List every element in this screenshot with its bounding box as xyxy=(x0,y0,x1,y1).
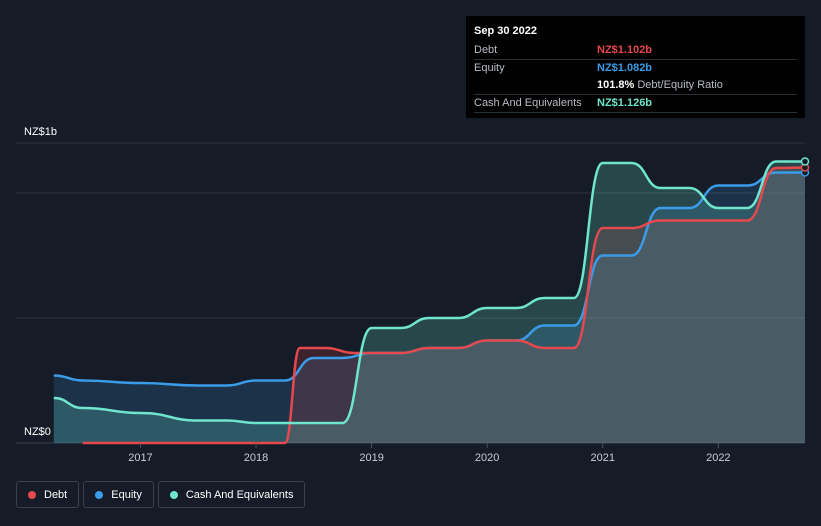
tick-label-2021: 2021 xyxy=(591,452,615,464)
series-end-markers xyxy=(800,157,810,177)
legend-item-debt[interactable]: Debt xyxy=(16,481,80,508)
tick-label-2022: 2022 xyxy=(706,452,730,464)
tooltip-row-cash: Cash And Equivalents NZ$1.126b xyxy=(474,94,797,113)
tick-label-2020: 2020 xyxy=(475,452,499,464)
y-axis-labels: NZ$1b NZ$0 xyxy=(24,126,57,438)
tooltip-value-ratio: 101.8% xyxy=(597,79,635,91)
y-label-bottom: NZ$0 xyxy=(24,426,51,438)
legend-label-debt: Debt xyxy=(44,488,68,501)
data-tooltip: Sep 30 2022 Debt NZ$1.102b Equity NZ$1.0… xyxy=(466,16,805,118)
x-axis-ticks: 2017 2018 2019 2020 2021 2022 xyxy=(128,443,731,464)
area-equity xyxy=(53,172,806,443)
tooltip-date: Sep 30 2022 xyxy=(474,25,537,37)
tick-label-2019: 2019 xyxy=(359,452,383,464)
legend-item-equity[interactable]: Equity xyxy=(83,481,154,508)
tooltip-value-debt: NZ$1.102b xyxy=(597,44,653,56)
tooltip-row-ratio: 101.8% Debt/Equity Ratio xyxy=(474,77,797,94)
tooltip-row-debt: Debt NZ$1.102b xyxy=(474,42,797,59)
area-debt xyxy=(82,167,805,443)
legend-dot-debt xyxy=(28,490,36,499)
legend-label-equity: Equity xyxy=(111,488,142,501)
y-label-top: NZ$1b xyxy=(24,126,57,138)
legend-dot-equity xyxy=(95,490,104,499)
tooltip-value-equity: NZ$1.082b xyxy=(597,62,653,74)
series-areas xyxy=(53,161,806,443)
tooltip-ratio-suffix: Debt/Equity Ratio xyxy=(637,79,723,91)
tooltip-label-cash: Cash And Equivalents xyxy=(474,97,582,109)
legend-item-cash[interactable]: Cash And Equivalents xyxy=(157,481,306,508)
marker-cash-and-equivalents xyxy=(800,157,810,166)
legend-dot-cash xyxy=(169,490,178,499)
chart-legend: Debt Equity Cash And Equivalents xyxy=(16,481,306,508)
line-cash-and-equivalents xyxy=(53,160,805,425)
tick-label-2018: 2018 xyxy=(244,452,268,464)
tooltip-label-ratio xyxy=(474,77,597,94)
tooltip-label-debt: Debt xyxy=(474,44,498,56)
tick-label-2017: 2017 xyxy=(128,452,152,464)
legend-label-cash: Cash And Equivalents xyxy=(185,488,294,501)
tooltip-row-equity: Equity NZ$1.082b xyxy=(474,59,797,77)
line-debt xyxy=(82,166,806,445)
tooltip-value-cash: NZ$1.126b xyxy=(597,97,653,109)
area-cash-and-equivalents xyxy=(53,161,806,443)
series-lines xyxy=(53,160,806,445)
tooltip-label-equity: Equity xyxy=(474,62,505,74)
